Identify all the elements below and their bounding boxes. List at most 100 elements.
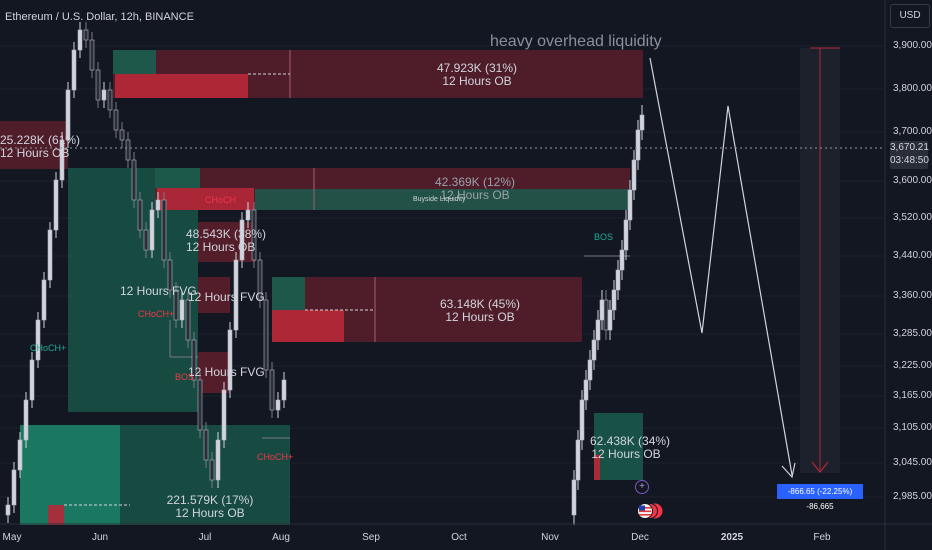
price-tick: 3,285.00: [893, 328, 932, 339]
zone-ob-47k-core: [115, 74, 248, 98]
candle-body: [269, 369, 275, 411]
candle-body: [571, 479, 577, 516]
zone-label-ob-25k: 25.228K (61%) 12 Hours OB: [0, 133, 81, 160]
candle-body: [203, 429, 209, 461]
candle-body: [635, 129, 641, 161]
candle-body: [607, 309, 613, 331]
symbol-title[interactable]: Ethereum / U.S. Dollar, 12h, BINANCE: [5, 11, 194, 23]
candle-body: [17, 439, 23, 471]
add-plus-button[interactable]: +: [635, 480, 649, 494]
candle-body: [209, 459, 215, 481]
marker-buyside-liquidity: Buyside Liquidity: [413, 196, 466, 203]
zone-fvg-2: [198, 277, 230, 313]
zone-ob-63k-core: [272, 310, 344, 342]
candle-body: [65, 89, 71, 141]
candle-body: [197, 379, 203, 431]
candle-body: [11, 469, 17, 506]
candle-body: [35, 319, 41, 361]
candle-body: [215, 439, 221, 481]
zone-ob-42k-bull: [155, 168, 200, 188]
projection-line: [649, 57, 793, 476]
zone-liquidity-band: [255, 189, 630, 210]
zone-label-fvg-1: 12 Hours FVG: [120, 284, 197, 298]
candle-body: [595, 319, 601, 341]
zone-ob-221k-core: [20, 425, 120, 525]
currency-button[interactable]: USD: [890, 4, 930, 28]
candle-body: [149, 209, 155, 251]
time-tick: Aug: [272, 532, 290, 543]
candle-body: [639, 114, 645, 131]
zone-ob-62k-core: [594, 455, 600, 480]
candle-body: [173, 289, 179, 321]
candle-body: [599, 299, 605, 321]
candle-body: [119, 129, 125, 141]
candle-body: [23, 399, 29, 441]
candle-body: [587, 359, 593, 381]
candle-body: [143, 229, 149, 251]
candle-body: [167, 259, 173, 291]
marker-choch-1: CHoCH: [205, 195, 237, 205]
current-price-tag: 3,670.21 03:48:50: [890, 141, 929, 169]
zone-fvg-3: [198, 352, 230, 393]
annotation-text: heavy overhead liquidity: [490, 33, 662, 50]
candle-body: [281, 379, 287, 401]
zone-ob-62k: [594, 413, 643, 480]
marker-choch-plus-2: CHoCH+: [138, 309, 175, 319]
measure-arrow: [811, 461, 829, 473]
time-tick: 2025: [720, 532, 744, 543]
us-flag-icon[interactable]: [637, 503, 663, 519]
zone-ob-47k-bull: [113, 50, 156, 74]
candle-body: [179, 299, 185, 321]
candle-body: [221, 389, 227, 441]
candle-body: [83, 29, 89, 41]
candle-body: [137, 199, 143, 231]
candle-body: [233, 259, 239, 331]
zone-label-ob-62k: 62.438K (34%) 12 Hours OB: [590, 434, 671, 461]
candle-body: [29, 359, 35, 401]
candle-body: [251, 209, 257, 261]
candle-body: [131, 159, 137, 201]
time-tick: Oct: [451, 532, 467, 543]
candle-body: [113, 109, 119, 131]
candle-body: [615, 269, 621, 291]
candle-body: [41, 279, 47, 321]
candle-body: [59, 139, 65, 181]
candle-body: [623, 219, 629, 251]
zone-ob-42k-core: [157, 188, 254, 210]
candle-body: [77, 29, 83, 51]
time-tick: Jun: [91, 532, 109, 543]
candle-body: [95, 69, 101, 101]
candle-body: [107, 89, 113, 111]
zone-label-ob-48k: 48.543K (38%) 12 Hours OB: [186, 227, 267, 254]
price-tick: 3,440.00: [893, 250, 932, 261]
candle-body: [245, 209, 251, 221]
candle-body: [575, 439, 581, 481]
candle-body: [611, 289, 617, 311]
price-tick: 2,985.00: [893, 491, 932, 502]
marker-bos-1: BOS: [175, 372, 195, 382]
candle-body: [185, 299, 191, 341]
candle-body: [53, 179, 59, 231]
zone-ob-48k: [198, 222, 256, 262]
candle-body: [603, 299, 609, 331]
price-tick: 3,045.00: [893, 457, 932, 468]
time-tick: Jul: [198, 532, 212, 543]
candlesticks: [5, 22, 645, 525]
price-tick: 3,600.00: [893, 175, 932, 186]
price-tick: 3,700.00: [893, 126, 932, 137]
price-tick: 3,360.00: [893, 290, 932, 301]
zone-ob-63k-bull: [272, 277, 305, 310]
candle-body: [263, 299, 269, 371]
candle-body: [191, 339, 197, 381]
zone-label-ob-221k: 221.579K (17%) 12 Hours OB: [166, 493, 254, 520]
bar-countdown: 03:48:50: [890, 155, 929, 166]
marker-choch-plus-3: CHoCH+: [257, 452, 294, 462]
candle-body: [155, 199, 161, 211]
candle-body: [5, 504, 11, 516]
measure-label: -866.65 (-22.25%) -86,665: [777, 484, 863, 511]
candle-body: [47, 229, 53, 281]
candle-body: [227, 329, 233, 391]
time-tick: Nov: [541, 532, 559, 543]
candle-body: [619, 249, 625, 271]
